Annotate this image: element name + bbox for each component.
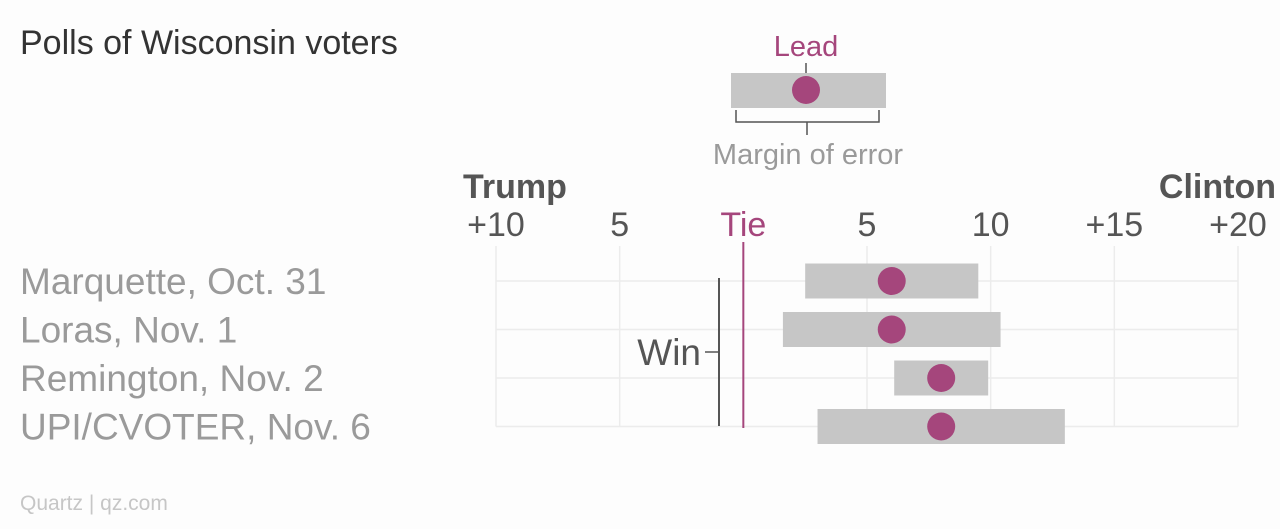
win-label: Win (637, 332, 701, 373)
chart-title: Polls of Wisconsin voters (20, 24, 398, 62)
x-tick-label: Tie (720, 206, 766, 244)
x-tick-label: 5 (858, 206, 877, 244)
legend-lead-label: Lead (774, 31, 839, 63)
legend-moe-label: Margin of error (713, 139, 904, 171)
poll-label: Marquette, Oct. 31 (20, 261, 326, 302)
lead-dot (927, 412, 956, 441)
legend-lead-dot (792, 76, 820, 104)
poll-label: UPI/CVOTER, Nov. 6 (20, 407, 371, 448)
x-axis-ticks: +10 5 Tie 5 10 +15 +20 (467, 206, 1267, 244)
poll-labels: Marquette, Oct. 31 Loras, Nov. 1 Remington… (20, 261, 371, 448)
legend-moe-bracket (735, 110, 880, 135)
lead-dot (927, 364, 956, 392)
win-annotation: Win (637, 278, 720, 426)
poll-label: Loras, Nov. 1 (20, 310, 237, 351)
lead-dot (877, 267, 906, 295)
source-note: Quartz | qz.com (20, 492, 168, 515)
x-tick-label: 5 (610, 206, 629, 244)
poll-marks (782, 263, 1065, 444)
lead-dot (877, 315, 906, 344)
x-tick-label: 10 (972, 206, 1010, 244)
x-tick-label: +10 (467, 206, 525, 244)
x-tick-label: +20 (1209, 206, 1267, 244)
x-tick-label: +15 (1085, 206, 1143, 244)
axis-right-label: Clinton (1159, 168, 1276, 206)
legend: Lead Margin of error (713, 31, 904, 171)
poll-label: Remington, Nov. 2 (20, 358, 324, 399)
axis-left-label: Trump (463, 168, 567, 206)
